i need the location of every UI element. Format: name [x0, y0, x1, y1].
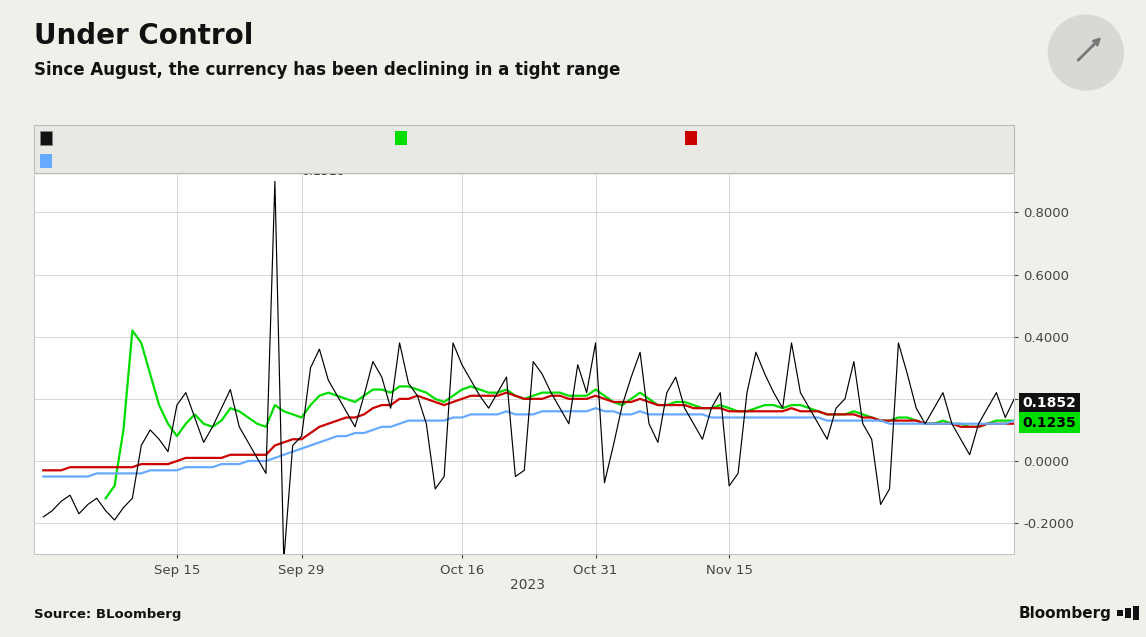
- Text: Turkish Lira Spot - Price Change 1 Day Percent: Turkish Lira Spot - Price Change 1 Day P…: [57, 133, 316, 143]
- Circle shape: [1049, 15, 1123, 90]
- Text: 0.1310: 0.1310: [301, 165, 345, 178]
- Text: SMAVG (30) (TRY BGN): SMAVG (30) (TRY BGN): [57, 155, 185, 166]
- Text: Source: BLoomberg: Source: BLoomberg: [34, 608, 182, 621]
- Text: Bloomberg: Bloomberg: [1019, 606, 1112, 621]
- Text: Under Control: Under Control: [34, 22, 253, 50]
- Text: SMAVG (20) (TRY BGN) 0.1181: SMAVG (20) (TRY BGN) 0.1181: [702, 133, 872, 143]
- Text: 2023: 2023: [510, 578, 544, 592]
- Text: 0.1852: 0.1852: [1022, 396, 1076, 410]
- Text: 0.1235: 0.1235: [1022, 415, 1076, 429]
- Text: Since August, the currency has been declining in a tight range: Since August, the currency has been decl…: [34, 61, 621, 78]
- Text: SMAVG (10) (TRY BGN) 0.1235: SMAVG (10) (TRY BGN) 0.1235: [413, 133, 581, 143]
